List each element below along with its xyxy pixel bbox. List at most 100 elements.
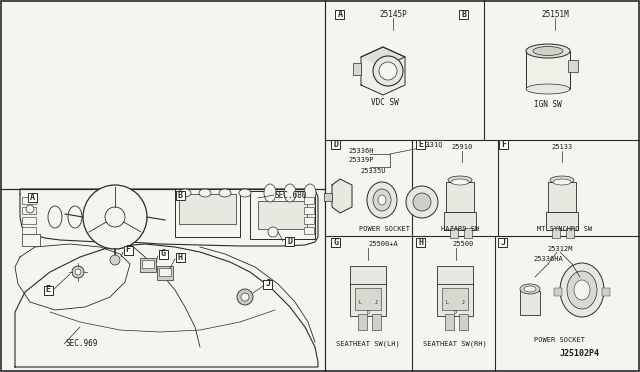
Text: 25336HA: 25336HA [533,256,563,262]
Text: SEATHEAT SW(RH): SEATHEAT SW(RH) [423,341,487,347]
Ellipse shape [373,189,391,211]
Circle shape [237,289,253,305]
Text: D: D [333,140,339,148]
Text: 25339P: 25339P [348,157,374,163]
Bar [546,212,578,230]
Bar [464,228,472,238]
Text: G: G [333,237,339,247]
Text: 25312M: 25312M [547,246,573,252]
Bar [258,201,307,229]
Text: J: J [461,299,465,305]
Bar [566,228,574,238]
Text: E: E [419,140,424,148]
Bar [459,314,468,330]
Bar [159,250,168,259]
Bar [332,237,340,247]
Text: IGN SW: IGN SW [534,99,562,109]
Bar [159,268,171,276]
Text: D: D [367,310,369,314]
Bar [22,197,36,204]
Ellipse shape [68,206,82,228]
Bar [304,207,314,214]
Text: VDC SW: VDC SW [371,97,399,106]
Bar [157,266,173,280]
Bar [335,10,344,19]
Text: G: G [161,250,166,259]
Text: H: H [177,253,182,262]
Bar [355,288,381,310]
Text: SEATHEAT SW(LH): SEATHEAT SW(LH) [336,341,400,347]
Ellipse shape [526,84,570,94]
Text: MT SYNCHRO SW: MT SYNCHRO SW [538,226,593,232]
Bar [372,314,381,330]
Text: 25335U: 25335U [360,168,385,174]
Bar [450,228,458,238]
Bar [353,63,361,75]
Bar [175,253,184,262]
Circle shape [110,255,120,265]
Text: B: B [177,190,182,199]
Text: J: J [500,237,506,247]
Ellipse shape [48,206,62,228]
Text: 25133: 25133 [552,144,573,150]
Ellipse shape [88,206,102,228]
Text: E: E [45,285,51,295]
Bar [304,197,314,204]
Circle shape [268,227,278,237]
Text: F: F [125,246,131,254]
Ellipse shape [239,189,251,197]
Bar [350,284,386,316]
Bar [175,189,240,237]
Polygon shape [361,47,405,67]
Circle shape [72,266,84,278]
Bar [568,60,578,72]
Text: 25910: 25910 [451,144,472,150]
Text: 25331Q: 25331Q [417,141,443,147]
Circle shape [373,56,403,86]
Text: HAZARD SW: HAZARD SW [441,226,479,232]
Circle shape [105,207,125,227]
Ellipse shape [533,46,563,55]
Ellipse shape [219,189,231,197]
Text: 25145P: 25145P [379,10,407,19]
Ellipse shape [179,189,191,197]
Bar [264,279,273,289]
Ellipse shape [367,182,397,218]
Ellipse shape [448,176,472,184]
Bar [417,140,426,148]
Bar [417,237,426,247]
Bar [602,288,610,296]
Text: F: F [502,140,506,148]
Bar [552,228,560,238]
Text: L: L [445,299,449,305]
Ellipse shape [524,286,536,292]
Ellipse shape [560,263,604,317]
Polygon shape [332,179,352,213]
Ellipse shape [304,184,316,202]
Text: D: D [454,310,456,314]
Bar [437,284,473,316]
Ellipse shape [378,195,386,205]
Text: J: J [266,279,271,289]
Circle shape [75,269,81,275]
Bar [332,140,340,148]
Circle shape [26,205,34,213]
Bar [304,227,314,234]
Text: 25336H: 25336H [348,148,374,154]
Ellipse shape [264,184,276,202]
Bar [499,140,509,148]
Text: POWER SOCKET: POWER SOCKET [360,226,410,232]
Text: POWER SOCKET: POWER SOCKET [534,337,586,343]
Text: 25151M: 25151M [541,10,569,19]
Bar [250,191,315,239]
Text: A: A [29,192,35,202]
Text: 25500: 25500 [452,241,473,247]
Bar [526,51,570,89]
Text: D: D [287,237,292,246]
Bar [460,10,468,19]
Text: A: A [337,10,342,19]
Circle shape [83,185,147,249]
Ellipse shape [574,280,590,300]
Bar [442,288,468,310]
Bar [179,194,236,224]
